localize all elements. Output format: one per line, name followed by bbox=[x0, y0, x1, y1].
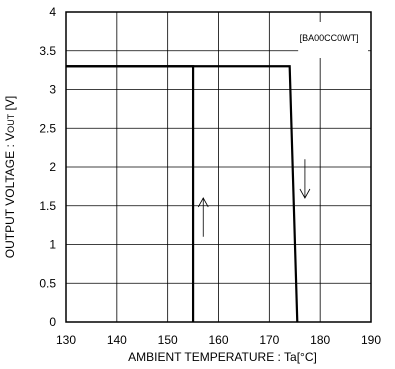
arrow-down-head bbox=[299, 188, 311, 199]
y-tick-label: 0 bbox=[49, 315, 56, 329]
legend-label: [BA00CC0WT] bbox=[300, 33, 359, 43]
series-line-falling bbox=[66, 65, 299, 323]
y-axis-title: OUTPUT VOLTAGE : VOUT [V] bbox=[3, 96, 17, 258]
x-tick-label: 190 bbox=[361, 333, 381, 347]
y-tick-label: 3 bbox=[49, 83, 56, 97]
y-axis-title-symbol: V bbox=[3, 133, 17, 141]
y-tick-label: 0.5 bbox=[39, 276, 56, 290]
x-axis-title-symbol: Ta bbox=[284, 350, 297, 364]
x-tick-label: 150 bbox=[158, 333, 178, 347]
y-tick-label: 1.5 bbox=[39, 199, 56, 213]
x-axis-title-unit: [°C] bbox=[297, 350, 317, 364]
legend-box bbox=[298, 22, 368, 58]
x-tick-labels: 130 140 150 160 170 180 190 bbox=[56, 333, 381, 347]
y-tick-label: 2 bbox=[49, 160, 56, 174]
y-axis-title-unit: [V] bbox=[3, 96, 17, 114]
y-tick-label: 1 bbox=[49, 238, 56, 252]
x-tick-label: 170 bbox=[259, 333, 279, 347]
x-tick-label: 160 bbox=[208, 333, 228, 347]
x-axis-title-main: AMBIENT TEMPERATURE bbox=[128, 350, 274, 364]
x-tick-label: 140 bbox=[107, 333, 127, 347]
x-tick-label: 180 bbox=[310, 333, 330, 347]
y-tick-label: 3.5 bbox=[39, 44, 56, 58]
arrow-up-head bbox=[197, 197, 209, 208]
x-tick-label: 130 bbox=[56, 333, 76, 347]
x-axis-title: AMBIENT TEMPERATURE : Ta[°C] bbox=[128, 350, 317, 364]
legend: [BA00CC0WT] bbox=[298, 22, 368, 58]
y-tick-labels: 0 0.5 1 1.5 2 2.5 3 3.5 4 bbox=[39, 5, 56, 329]
y-axis-title-subscript: OUT bbox=[6, 113, 16, 133]
series bbox=[66, 65, 299, 323]
y-tick-label: 2.5 bbox=[39, 121, 56, 135]
x-axis-title-sep: : bbox=[274, 350, 284, 364]
y-axis-title-sep: : bbox=[3, 141, 17, 151]
plot-frame bbox=[65, 11, 372, 323]
annotations bbox=[197, 159, 311, 237]
grid bbox=[66, 12, 371, 322]
y-tick-label: 4 bbox=[49, 5, 56, 19]
y-axis-title-main: OUTPUT VOLTAGE bbox=[3, 151, 17, 258]
